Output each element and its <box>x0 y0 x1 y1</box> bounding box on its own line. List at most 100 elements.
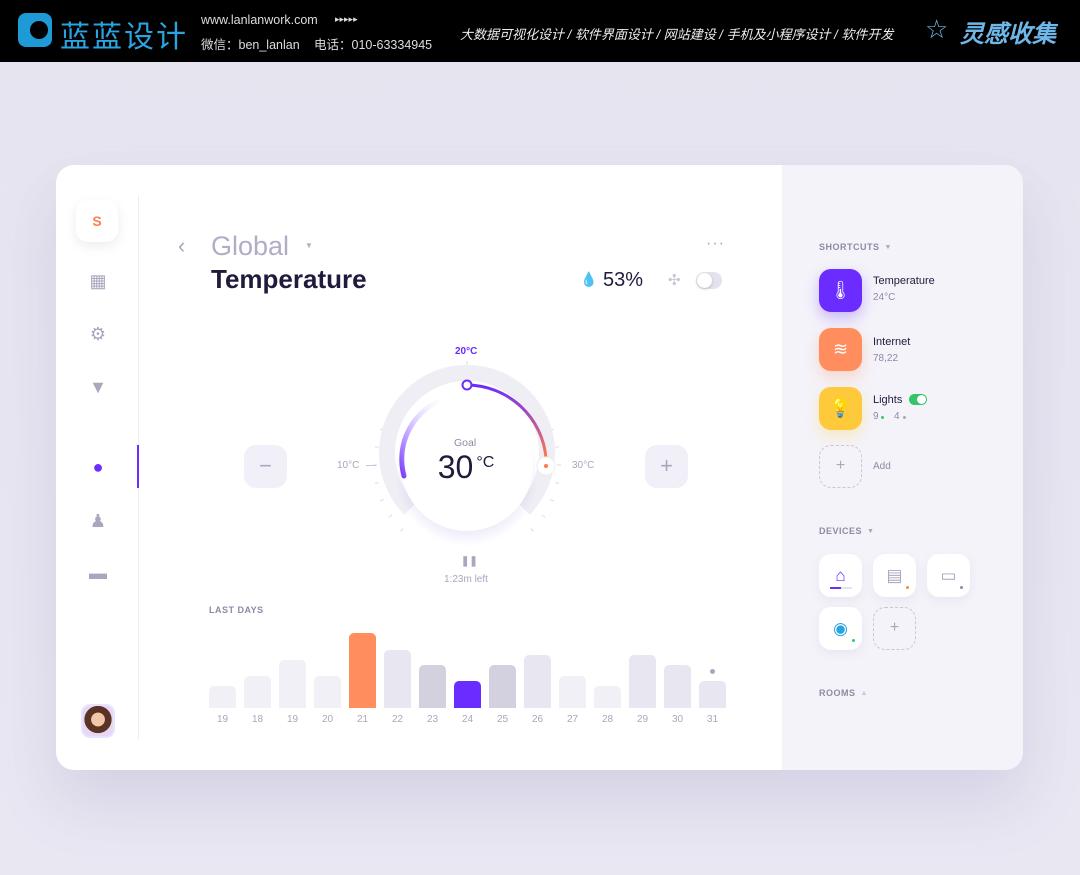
bar-19[interactable] <box>279 660 306 708</box>
bulb-icon[interactable]: 💡 <box>819 387 862 430</box>
bar-31[interactable] <box>699 681 726 708</box>
wifi-icon[interactable]: ≋ <box>819 328 862 371</box>
back-chevron-icon[interactable]: ‹ <box>178 233 186 258</box>
rooms-title[interactable]: ROOMS <box>819 688 856 698</box>
lights-on-count: 9 <box>873 411 879 422</box>
banner-url[interactable]: www.lanlanwork.com <box>201 13 318 27</box>
app-logo[interactable]: S <box>76 200 118 242</box>
on-dot <box>881 416 884 419</box>
bar-label: 30 <box>671 714 684 725</box>
humidity-value: 53% <box>603 269 644 291</box>
start-handle[interactable] <box>461 379 473 391</box>
avatar[interactable] <box>81 704 115 738</box>
thermometer-icon[interactable]: 🌡 <box>819 269 862 312</box>
bar-label: 19 <box>286 714 299 725</box>
off-dot <box>903 416 906 419</box>
chevron-down-icon[interactable]: ▼ <box>884 243 892 251</box>
location-pin-icon[interactable]: ● <box>92 457 104 477</box>
bar-label: 22 <box>391 714 404 725</box>
bar-20[interactable] <box>314 676 341 708</box>
chevron-down-icon[interactable]: ▼ <box>305 241 313 250</box>
page-title: Temperature <box>211 264 367 294</box>
dial-tick <box>388 514 393 518</box>
trash-icon[interactable]: ▬ <box>89 563 107 583</box>
banner-brand: 灵感收集 <box>960 21 1056 48</box>
star-icon: ☆ <box>925 14 949 44</box>
humidity-drop-icon: 💧 <box>580 271 598 287</box>
time-left: 1:23m left <box>444 574 488 585</box>
dial-tick <box>555 446 560 448</box>
fan-icon: ✣ <box>668 272 681 289</box>
webcam-icon[interactable]: ◉ <box>819 607 862 650</box>
lights-toggle[interactable] <box>909 394 927 405</box>
location-dropdown[interactable]: Global <box>211 231 290 261</box>
add-device-button[interactable]: + <box>873 607 916 650</box>
pause-icon[interactable]: ❚❚ <box>461 556 478 567</box>
dial-max-label: 30°C <box>572 460 595 471</box>
decrease-button[interactable]: − <box>244 445 287 488</box>
bar-label: 24 <box>461 714 474 725</box>
min-tick <box>366 465 376 466</box>
bar-label: 29 <box>636 714 649 725</box>
chevron-down-icon[interactable]: ▼ <box>867 527 874 535</box>
chevron-up-icon[interactable]: ▲ <box>860 689 868 697</box>
shortcut-name: Lights <box>873 394 903 406</box>
devices-title[interactable]: DEVICES <box>819 526 863 536</box>
bar-24[interactable] <box>454 681 481 708</box>
dial-top-label: 20°C <box>455 346 478 357</box>
bar-label: 27 <box>566 714 579 725</box>
shortcuts-header[interactable]: SHORTCUTS ▼ <box>819 242 891 252</box>
bar-21[interactable] <box>349 633 376 708</box>
dial-tick <box>530 528 534 532</box>
bar-label: 20 <box>321 714 334 725</box>
dashboard-card: S ▦ ⚙ ▼ ● ♟ ▬ ‹ Global ▼ Temperature ···… <box>56 165 1023 770</box>
goal-readout: 30 °C <box>356 449 576 485</box>
add-shortcut-button[interactable]: + <box>819 445 862 488</box>
bar-label: 31 <box>706 714 719 725</box>
shortcuts-title[interactable]: SHORTCUTS <box>819 242 880 252</box>
dial-min-label: 10°C <box>337 460 360 471</box>
current-arc <box>399 395 450 479</box>
bar-label: 25 <box>496 714 509 725</box>
dial-tick <box>555 482 560 484</box>
site-banner: 蓝蓝设计 www.lanlanwork.com ▸▸▸▸▸ 微信：ben_lan… <box>0 0 1080 62</box>
thermostat-dial[interactable] <box>357 346 577 566</box>
lights-off-count: 4 <box>894 411 900 422</box>
fan-toggle[interactable] <box>696 272 722 289</box>
gear-icon[interactable]: ⚙ <box>89 324 107 344</box>
person-icon[interactable]: ♟ <box>89 511 107 531</box>
more-options-icon[interactable]: ··· <box>706 235 725 252</box>
filter-icon[interactable]: ▼ <box>89 377 107 397</box>
goal-label: Goal <box>454 437 477 449</box>
bar-label: 26 <box>531 714 544 725</box>
fridge-icon[interactable]: ▤ <box>873 554 916 597</box>
goal-value: 30 <box>437 449 474 485</box>
bar-22[interactable] <box>384 650 411 708</box>
bar-label: 18 <box>251 714 264 725</box>
increase-button[interactable]: + <box>645 445 688 488</box>
bar-18[interactable] <box>244 676 271 708</box>
dial-tick <box>400 528 404 532</box>
bar-23[interactable] <box>419 665 446 708</box>
banner-phone: 电话：010-63334945 <box>314 38 433 52</box>
shortcut-name: Temperature <box>873 275 935 287</box>
dial-tick <box>541 514 546 518</box>
bar-19[interactable] <box>209 686 236 708</box>
dashboard-icon[interactable]: ▦ <box>89 271 107 291</box>
rooms-header[interactable]: ROOMS ▲ <box>819 688 867 698</box>
devices-header[interactable]: DEVICES ▼ <box>819 526 874 536</box>
bar-25[interactable] <box>489 665 516 708</box>
monitor-icon[interactable]: ▭ <box>927 554 970 597</box>
bar-26[interactable] <box>524 655 551 708</box>
bar-30[interactable] <box>664 665 691 708</box>
bar-28[interactable] <box>594 686 621 708</box>
add-label[interactable]: Add <box>873 461 891 472</box>
bar-label: 28 <box>601 714 614 725</box>
bar-label: 21 <box>356 714 369 725</box>
bar-27[interactable] <box>559 676 586 708</box>
chart-title: LAST DAYS <box>209 605 264 615</box>
bar-29[interactable] <box>629 655 656 708</box>
dial-tick <box>374 482 379 484</box>
lanlan-logo-icon <box>18 13 52 47</box>
vacuum-icon[interactable]: ⌂ <box>819 554 862 597</box>
